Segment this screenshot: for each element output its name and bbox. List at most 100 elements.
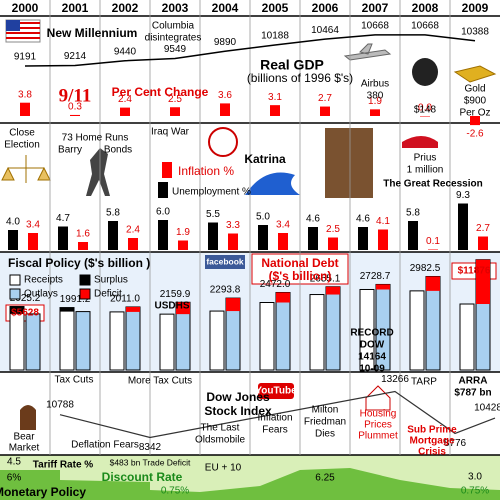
event-label: 10-09	[359, 364, 385, 375]
event-label: Discount Rate	[102, 470, 183, 484]
growth-label: 2.5	[168, 94, 182, 105]
event-label: The Last	[201, 423, 240, 434]
rate-label: 3.4	[276, 220, 290, 231]
year-label: 2005	[262, 1, 289, 15]
event-label: RECORD	[350, 328, 393, 339]
event-label: Housing	[360, 409, 397, 420]
event-label: 4.5	[7, 457, 21, 468]
growth-bar	[420, 116, 430, 117]
dow-label: 10788	[46, 399, 74, 410]
legend-label: Receipts	[24, 275, 63, 286]
rate-label: 9.3	[456, 190, 470, 201]
growth-label: 0.3	[68, 102, 82, 113]
event-label: Katrina	[244, 152, 286, 166]
event-label: USDHS	[154, 301, 189, 312]
rate-label: 0.1	[426, 236, 440, 247]
event-label: Prius	[414, 153, 437, 164]
receipts-bar	[459, 303, 475, 371]
growth-label: 3.6	[218, 90, 232, 101]
balance-bar	[326, 286, 340, 295]
year-label: 2001	[62, 1, 89, 15]
unemployment-legend-swatch	[158, 182, 168, 198]
rate-bar	[58, 226, 68, 250]
receipts-bar	[59, 307, 75, 371]
event-label: Prices	[364, 420, 392, 431]
event-label: Gold	[464, 84, 485, 95]
event-label: 14164	[358, 352, 386, 363]
rate-label: 2.7	[476, 223, 490, 234]
balance-bar	[176, 302, 190, 315]
event-label: $900	[464, 96, 487, 107]
receipts-bar	[159, 313, 175, 371]
event-label: Plummet	[358, 431, 398, 442]
gdp-label: 9549	[164, 44, 187, 55]
year-label: 2007	[362, 1, 389, 15]
fiscal-label: 2728.7	[360, 271, 391, 282]
wave-icon	[245, 172, 300, 195]
rate-label: 5.0	[256, 212, 270, 223]
rate-label: 4.0	[6, 217, 20, 228]
dow-label: 10428	[474, 403, 500, 414]
rate-bar	[478, 236, 488, 250]
gdp-label: 10464	[311, 25, 339, 36]
growth-label: 0.0	[418, 103, 432, 114]
year-label: 2003	[162, 1, 189, 15]
fiscal-label: 2025.2	[10, 293, 41, 304]
rate-bar	[108, 221, 118, 250]
event-label: YouTube	[255, 386, 297, 397]
event-label: 6%	[7, 473, 22, 484]
gold-icon	[453, 65, 497, 83]
growth-label: 2.4	[118, 94, 132, 105]
gdp-line	[24, 34, 476, 67]
event-label: TARP	[411, 377, 437, 388]
rate-label: 1.9	[176, 227, 190, 238]
balance-bar	[476, 259, 490, 305]
growth-label: 2.7	[318, 93, 332, 104]
event-label: EU + 10	[205, 463, 242, 474]
receipts-bar	[309, 294, 325, 371]
growth-bar	[470, 116, 480, 126]
event-label: Columbia	[152, 21, 195, 32]
flag-stripes	[6, 22, 40, 39]
chart-title: Real GDP	[260, 57, 324, 73]
event-label: DOW	[360, 340, 385, 351]
event-label: 73 Home Runs	[62, 133, 129, 144]
event-label: ($'s billion)	[269, 269, 332, 283]
event-label: The Great Recession	[383, 179, 482, 190]
chart-title: Dow Jones	[206, 390, 270, 404]
event-label: Barry	[58, 145, 82, 156]
rate-bar	[278, 233, 288, 250]
event-label: 3.0	[468, 472, 482, 483]
legend-swatch	[79, 274, 91, 286]
dow-label: 13266	[381, 374, 409, 385]
growth-label: 1.9	[368, 96, 382, 107]
event-label: ARRA	[459, 376, 488, 387]
rate-bar	[208, 222, 218, 250]
balance-bar	[376, 284, 390, 290]
rate-bar	[78, 242, 88, 250]
year-label: 2008	[412, 1, 439, 15]
gdp-label: 10668	[411, 21, 439, 32]
event-label: National Debt	[261, 256, 338, 270]
youtube-logo	[258, 383, 294, 399]
event-label: Election	[4, 140, 40, 151]
receipts-bar	[259, 302, 275, 371]
batter-icon	[86, 148, 110, 196]
event-label: 380	[367, 91, 384, 102]
growth-bar	[370, 109, 380, 116]
chart-title: Per Cent Change	[112, 85, 209, 99]
event-label: 0.75%	[461, 486, 489, 497]
legend-label: Surplus	[94, 275, 128, 286]
rate-bar	[458, 203, 468, 250]
outlays-bar	[275, 291, 291, 371]
event-label: Iraq War	[151, 127, 190, 138]
gdp-label: 10388	[461, 26, 489, 37]
rate-bar	[158, 220, 168, 250]
legend-swatch	[9, 274, 21, 286]
year-label: 2009	[462, 1, 489, 15]
balance-bar	[226, 298, 240, 312]
flag-canton	[6, 20, 20, 31]
prius-icon	[402, 136, 438, 148]
monetary-band	[0, 468, 500, 500]
